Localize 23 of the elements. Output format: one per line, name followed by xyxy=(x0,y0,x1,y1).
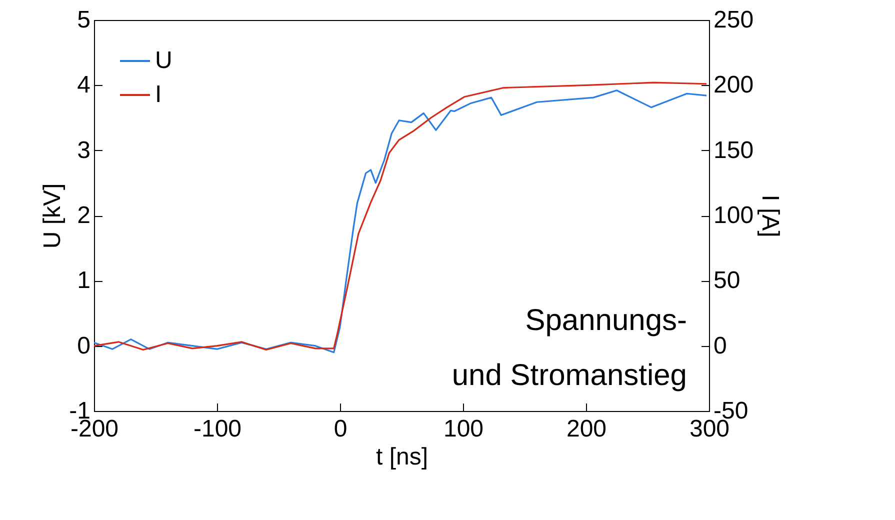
x-tick-label: 0 xyxy=(334,416,348,442)
y-tick-label: 2 xyxy=(77,202,90,229)
x-tick-label: -100 xyxy=(193,416,242,442)
y-axis-title: U [kV] xyxy=(39,183,66,249)
y-tick-label: 0 xyxy=(77,332,90,360)
y-tick-label: 1 xyxy=(77,267,90,294)
y2-tick-label: 250 xyxy=(714,6,754,34)
x-axis-title: t [ns] xyxy=(376,444,428,470)
legend-label: I xyxy=(155,81,162,108)
y2-tick-label: 200 xyxy=(714,72,754,99)
y-tick-label: 4 xyxy=(77,72,90,99)
y2-tick-label: 50 xyxy=(714,267,740,294)
y2-axis-title: I [A] xyxy=(756,194,784,238)
x-tick-label: 100 xyxy=(443,416,484,442)
annotation: Spannungs- xyxy=(525,304,687,337)
y2-tick-label: 100 xyxy=(714,202,754,229)
x-tick-label: 200 xyxy=(566,416,607,442)
y-tick-label: 3 xyxy=(77,136,90,164)
annotation: und Stromanstieg xyxy=(452,359,687,392)
y2-tick-label: 0 xyxy=(714,332,727,360)
y2-tick-label: 150 xyxy=(714,136,754,164)
y-tick-label: 5 xyxy=(77,6,90,34)
legend-label: U xyxy=(155,47,172,74)
